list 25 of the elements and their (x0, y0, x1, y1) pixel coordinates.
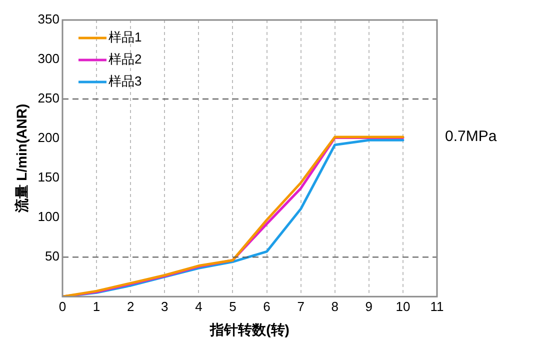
x-tick-label: 0 (58, 298, 66, 314)
x-tick-label: 4 (195, 298, 202, 314)
y-tick-label: 250 (38, 90, 60, 106)
y-tick-label: 100 (38, 209, 60, 224)
y-tick-label: 50 (45, 248, 60, 264)
x-tick-label: 7 (297, 298, 304, 314)
x-tick-label: 10 (396, 298, 410, 314)
x-tick-label: 11 (430, 298, 444, 314)
x-tick-label: 9 (365, 298, 373, 314)
x-tick-label: 2 (126, 298, 134, 314)
y-tick-label: 300 (38, 51, 60, 66)
y-tick-label: 350 (38, 12, 60, 27)
legend-label: 样品1 (108, 30, 142, 45)
x-tick-label: 5 (229, 298, 236, 314)
y-axis-title: 流量 L/min(ANR) (13, 104, 30, 214)
x-tick-label: 6 (263, 298, 270, 314)
x-tick-label: 3 (161, 298, 168, 314)
y-tick-label: 200 (38, 130, 60, 146)
x-tick-label: 8 (331, 298, 338, 314)
legend-label: 样品2 (108, 52, 142, 67)
text: 0.7MPa (445, 128, 498, 146)
y-tick-label: 150 (38, 170, 60, 185)
legend-label: 样品3 (108, 74, 142, 89)
x-axis-title: 指针转数(转) (209, 321, 290, 338)
x-tick-label: 1 (92, 298, 100, 314)
